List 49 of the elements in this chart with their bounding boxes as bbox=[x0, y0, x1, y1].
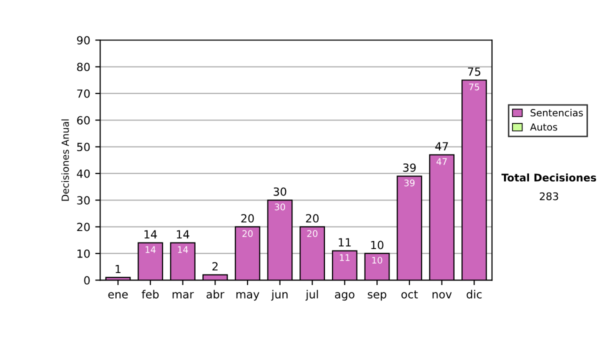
data-label: 39 bbox=[404, 180, 415, 186]
x-tick-label: jul bbox=[305, 290, 318, 301]
x-tick-label: abr bbox=[206, 290, 224, 298]
legend-label: Autos bbox=[530, 123, 558, 131]
data-label: 75 bbox=[469, 84, 480, 90]
total-label: 20 bbox=[241, 214, 254, 223]
total-label: 20 bbox=[306, 214, 319, 223]
y-tick-label: 20 bbox=[77, 222, 90, 232]
y-tick-label: 90 bbox=[77, 36, 90, 44]
x-tick-label: sep bbox=[368, 292, 386, 301]
data-label: 47 bbox=[436, 158, 447, 165]
x-tick-label: ene bbox=[108, 292, 128, 298]
total-label: 30 bbox=[274, 187, 286, 196]
y-tick-label: 80 bbox=[77, 62, 90, 72]
data-label: 14 bbox=[146, 246, 156, 253]
data-label: 20 bbox=[307, 230, 318, 238]
x-tick-label: may bbox=[236, 292, 260, 301]
x-tick-label: oct bbox=[401, 290, 418, 298]
total-label: 1 bbox=[116, 264, 121, 274]
x-tick-label: ago bbox=[335, 292, 354, 301]
y-tick-label: 50 bbox=[77, 142, 90, 152]
y-tick-label: 0 bbox=[84, 276, 90, 285]
total-label: 2 bbox=[212, 262, 218, 270]
x-tick-label: mar bbox=[172, 292, 194, 298]
data-label: 10 bbox=[372, 256, 382, 264]
x-tick-label: nov bbox=[432, 292, 452, 298]
y-tick-label: 70 bbox=[77, 89, 90, 98]
data-label: 30 bbox=[274, 204, 286, 210]
y-tick-label: 30 bbox=[77, 196, 90, 205]
y-tick-label: 10 bbox=[78, 249, 90, 258]
total-label: 39 bbox=[403, 163, 416, 172]
total-label: 11 bbox=[338, 238, 351, 246]
y-tick-label: 40 bbox=[76, 169, 90, 178]
legend-label: Sentencias bbox=[530, 108, 583, 116]
total-label: 75 bbox=[468, 68, 480, 76]
total-label: 14 bbox=[176, 230, 190, 238]
data-label: 20 bbox=[242, 230, 253, 238]
total-label: 10 bbox=[371, 240, 384, 250]
text: 283 bbox=[540, 192, 558, 200]
y-axis-title: Decisiones Anual bbox=[61, 119, 69, 201]
total-label: 47 bbox=[435, 142, 448, 150]
text: Total Decisiones bbox=[501, 173, 596, 182]
data-label: 14 bbox=[178, 246, 188, 253]
total-label: 14 bbox=[144, 230, 157, 238]
x-tick-label: feb bbox=[142, 290, 159, 298]
data-label: 11 bbox=[340, 254, 350, 261]
y-tick-label: 60 bbox=[77, 116, 90, 125]
x-tick-label: dic bbox=[466, 290, 482, 298]
x-tick-label: jun bbox=[271, 290, 288, 301]
